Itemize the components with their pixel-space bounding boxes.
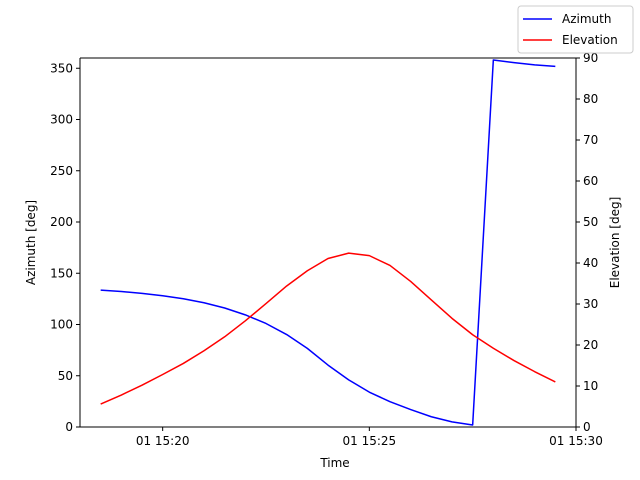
left-y-tick-label: 50 (58, 369, 73, 383)
right-y-tick-label: 40 (583, 256, 598, 270)
series-layer (100, 59, 556, 426)
left-y-ticks: 0 50 100 150 200 250 300 350 (50, 61, 80, 434)
right-y-tick-label: 50 (583, 215, 598, 229)
plot-area (80, 58, 576, 427)
left-y-tick-label: 150 (50, 266, 73, 280)
x-axis-title: Time (319, 456, 349, 470)
series-line-elevation (100, 252, 556, 405)
left-y-axis-title: Azimuth [deg] (24, 200, 38, 285)
left-y-tick-label: 0 (65, 420, 73, 434)
right-y-tick-label: 80 (583, 92, 598, 106)
legend-box (517, 5, 634, 54)
right-y-tick-label: 60 (583, 174, 598, 188)
right-y-ticks: 0 10 20 30 40 50 60 70 80 90 (576, 51, 598, 434)
right-y-tick-label: 20 (583, 338, 598, 352)
left-y-tick-label: 100 (50, 318, 73, 332)
right-y-tick-label: 70 (583, 133, 598, 147)
legend-label-azimuth: Azimuth (562, 12, 611, 26)
x-tick-label: 01 15:25 (342, 434, 396, 448)
right-y-axis-title: Elevation [deg] (608, 197, 622, 289)
left-y-tick-label: 350 (50, 61, 73, 75)
left-y-tick-label: 250 (50, 164, 73, 178)
right-y-tick-label: 10 (583, 379, 598, 393)
x-tick-label: 01 15:30 (549, 434, 603, 448)
left-y-tick-label: 200 (50, 215, 73, 229)
legend-label-elevation: Elevation (562, 33, 618, 47)
left-y-tick-label: 300 (50, 113, 73, 127)
right-y-tick-label: 30 (583, 297, 598, 311)
series-line-azimuth (100, 59, 556, 426)
right-y-tick-label: 90 (583, 51, 598, 65)
x-tick-label: 01 15:20 (136, 434, 190, 448)
legend: Azimuth Elevation (517, 5, 634, 54)
right-y-tick-label: 0 (583, 420, 591, 434)
x-ticks: 01 15:20 01 15:25 01 15:30 (136, 427, 603, 448)
